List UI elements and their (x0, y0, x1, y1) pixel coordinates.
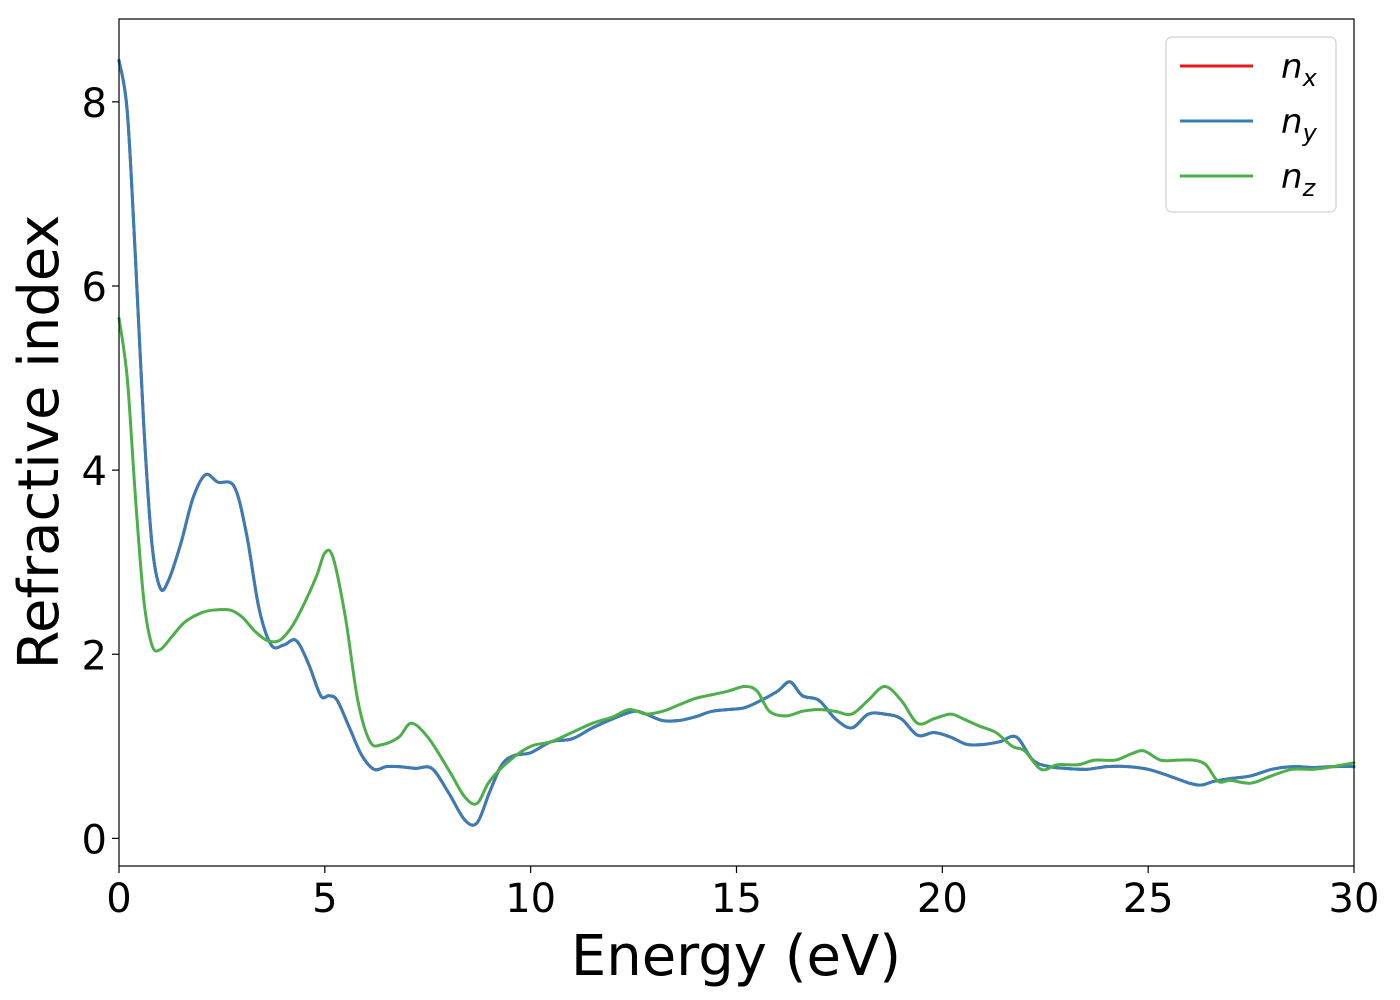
y-axis-ticks: 0 2 4 6 8 (82, 81, 119, 863)
series-lines (117, 58, 1356, 827)
y-tick-label: 6 (82, 265, 107, 311)
x-tick-label: 5 (312, 876, 337, 922)
legend-label-base: n (1281, 102, 1303, 142)
y-axis-label: Refractive index (7, 215, 72, 670)
legend-label-y: ny (1281, 102, 1318, 147)
y-tick-label: 0 (82, 817, 107, 863)
plot-area-background (119, 19, 1354, 866)
y-tick-label: 2 (82, 633, 107, 679)
legend-label-base: n (1281, 157, 1303, 197)
y-tick-label: 4 (82, 449, 107, 495)
y-tick-label: 8 (82, 81, 107, 127)
legend-label-base: n (1281, 47, 1303, 87)
x-tick-label: 0 (106, 876, 131, 922)
x-tick-label: 20 (917, 876, 968, 922)
x-tick-label: 10 (505, 876, 556, 922)
legend-box (1165, 36, 1337, 213)
legend-label-z: nz (1281, 157, 1317, 202)
x-axis-ticks: 0 5 10 15 20 25 30 (106, 866, 1379, 922)
legend-label-subscript: x (1302, 64, 1318, 92)
legend-label-subscript: z (1302, 174, 1317, 202)
legend-label-subscript: y (1302, 119, 1318, 147)
series-line-z (117, 316, 1356, 806)
x-tick-label: 15 (711, 876, 762, 922)
x-tick-label: 30 (1329, 876, 1380, 922)
x-axis-label: Energy (eV) (571, 924, 901, 989)
x-tick-label: 25 (1123, 876, 1174, 922)
legend-label-x: nx (1281, 47, 1318, 92)
